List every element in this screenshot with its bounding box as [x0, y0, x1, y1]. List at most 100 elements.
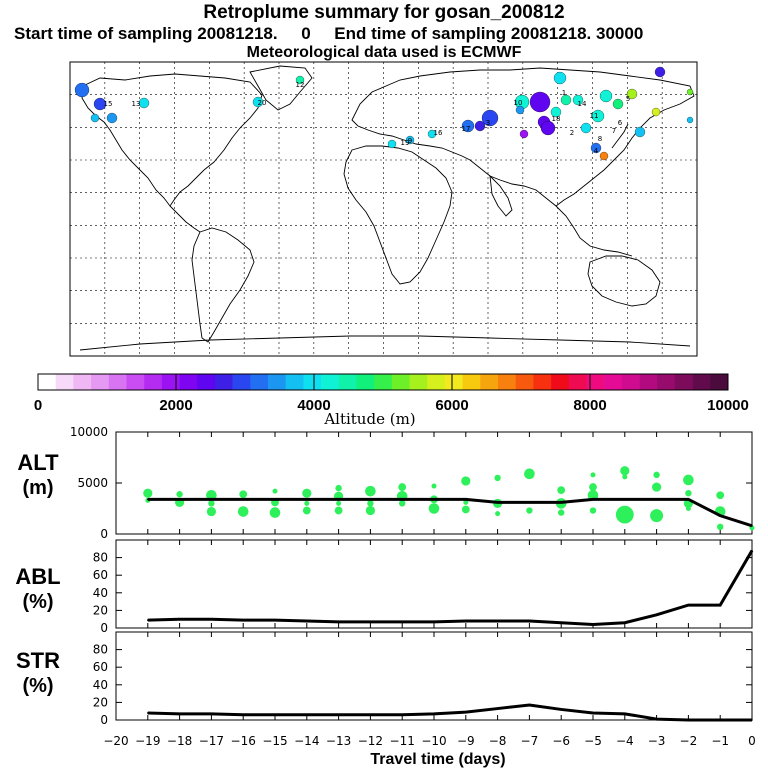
series-point [401, 621, 404, 623]
series-line-alt [147, 497, 753, 528]
series-point [560, 501, 562, 504]
map-plume-marker [612, 98, 624, 110]
colorbar-cell [586, 374, 605, 390]
coast-india [489, 174, 513, 217]
series-point [306, 713, 308, 716]
x-tick-label: −8 [489, 734, 507, 748]
cluster-point [336, 500, 342, 506]
series-point [210, 713, 213, 715]
colorbar-cell [568, 374, 587, 390]
map-day-label: 13 [132, 100, 141, 108]
map-plume-marker [560, 94, 572, 106]
colorbar-cell [692, 374, 711, 390]
series-point [337, 498, 340, 501]
y-tick-label: 20 [93, 695, 108, 709]
cluster-point [650, 509, 664, 523]
series-point [655, 498, 658, 501]
cluster-point [334, 506, 343, 515]
series-point [210, 618, 213, 620]
cluster-point [590, 472, 596, 478]
colorbar-cell [161, 374, 180, 390]
map-plume-marker [74, 82, 90, 98]
cluster-point [494, 474, 501, 482]
map-day-label: 6 [618, 119, 623, 127]
colorbar-cell [621, 374, 640, 390]
y-tick-label: 40 [93, 586, 108, 600]
map-day-label: 7 [612, 127, 616, 135]
series-point [624, 498, 626, 501]
colorbar-cell [657, 374, 676, 390]
map-day-label: 9 [408, 137, 412, 145]
x-tick-label: −14 [294, 734, 319, 748]
map-plume-marker [550, 106, 562, 118]
series-point [242, 713, 244, 716]
colorbar-cell [303, 374, 322, 390]
series-point [751, 549, 753, 552]
series-point [465, 620, 467, 622]
panel-label: ABL [15, 564, 60, 589]
time-series-panels: 0500010000ALT(m)020406080ABL(%)020406080… [15, 425, 755, 768]
series-point [147, 712, 149, 714]
series-point [465, 711, 467, 713]
colorbar-cell [91, 374, 110, 390]
x-tick-label: −16 [231, 734, 256, 748]
series-point [433, 713, 435, 715]
map-day-label: 5 [626, 95, 630, 103]
series-point [496, 620, 499, 622]
y-tick-label: 5000 [77, 476, 108, 490]
cluster-point [398, 483, 407, 491]
series-point [306, 620, 308, 622]
map-plume-marker [90, 113, 100, 123]
map-plume-marker [481, 109, 499, 127]
altitude-colorbar: 0 2000 4000 6000 8000 10000 Altitude (m) [34, 373, 749, 428]
series-point [528, 704, 531, 706]
cluster-point [461, 505, 470, 514]
colorbar-cell [498, 374, 516, 390]
series-point [687, 719, 690, 721]
colorbar-tick-label: 4000 [297, 397, 330, 414]
panel-label: STR [16, 648, 60, 673]
coast-se-asia [555, 205, 633, 257]
series-point [210, 498, 213, 501]
cluster-point [269, 507, 281, 518]
series-point [401, 713, 404, 716]
cluster-point [685, 506, 691, 511]
colorbar-cell [551, 374, 570, 390]
cluster-point [302, 506, 311, 515]
meteorology-line: Meteorological data used is ECMWF [246, 44, 522, 61]
map-plume-marker [634, 126, 646, 138]
colorbar-cell [409, 374, 428, 390]
panel-unit: (%) [22, 591, 53, 613]
map-plume-marker [427, 129, 437, 139]
map-plume-marker [580, 122, 592, 134]
y-tick-label: 40 [93, 678, 108, 692]
x-tick-label: −3 [648, 734, 666, 748]
cluster-point [399, 500, 406, 507]
panel-unit: (%) [22, 675, 53, 697]
cluster-point [653, 471, 660, 479]
series-point [178, 713, 181, 715]
map-plume-marker [529, 91, 551, 113]
cluster-point [558, 509, 565, 516]
x-tick-label: −20 [103, 734, 128, 748]
colorbar-cell [674, 374, 693, 390]
panel-str: 0 20 40 60 80 STR(%) [16, 631, 753, 727]
panel-label: ALT [17, 450, 59, 475]
colorbar-tick-label: 8000 [573, 397, 606, 414]
colorbar-cell [639, 374, 658, 390]
map-plume-marker [474, 120, 486, 132]
map-day-label: 15 [104, 100, 113, 108]
cluster-point [589, 483, 597, 491]
map-plume-marker [252, 96, 264, 108]
colorbar-cell [108, 374, 127, 390]
colorbar-cell [214, 374, 233, 390]
colorbar-cell [533, 374, 552, 390]
map-day-label: 3 [486, 119, 490, 127]
series-point [369, 713, 372, 716]
colorbar-cell [462, 374, 481, 390]
x-axis-label: Travel time (days) [370, 751, 505, 768]
colorbar-label: Altitude (m) [323, 410, 415, 428]
x-tick-label: −2 [680, 734, 698, 748]
